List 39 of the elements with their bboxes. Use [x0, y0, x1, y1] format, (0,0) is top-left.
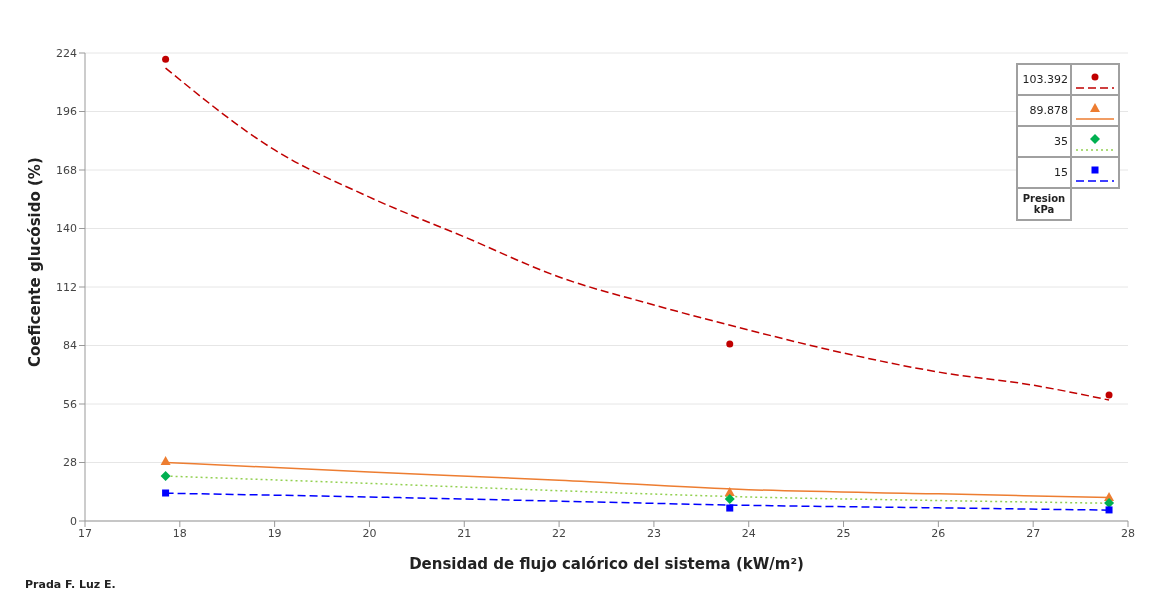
legend-label: 15 — [1017, 157, 1071, 188]
legend-label: 103.392 — [1017, 64, 1071, 95]
y-tick-label: 168 — [56, 163, 77, 177]
y-tick-label: 28 — [63, 456, 77, 470]
x-tick-label: 27 — [1026, 526, 1041, 540]
x-tick-label: 24 — [741, 526, 756, 540]
y-tick-label: 56 — [63, 397, 77, 411]
point — [160, 456, 171, 466]
legend-label: 35 — [1017, 126, 1071, 157]
legend-label: 89.878 — [1017, 95, 1071, 126]
x-tick-label: 26 — [931, 526, 946, 540]
y-axis-title: Coeficente glucósido (%) — [26, 157, 45, 367]
y-tick-label: 140 — [56, 222, 77, 236]
y-tick-label: 224 — [56, 46, 77, 60]
y-tick-label: 0 — [70, 514, 77, 528]
x-tick-label: 17 — [78, 526, 92, 540]
point — [1105, 391, 1113, 399]
x-tick-label: 21 — [457, 526, 472, 540]
point — [1105, 506, 1113, 514]
x-axis-title: Densidad de flujo calórico del sistema (kW/m²) — [409, 555, 804, 573]
point — [162, 55, 170, 63]
point — [726, 340, 734, 348]
text: Prada F. Luz E. — [25, 578, 116, 591]
point — [162, 489, 170, 497]
legend-title: Presion kPa — [1017, 188, 1071, 220]
x-tick-label: 19 — [267, 526, 282, 540]
x-tick-label: 25 — [836, 526, 851, 540]
x-tick-label: 23 — [646, 526, 661, 540]
y-tick-label: 84 — [63, 339, 77, 353]
point — [726, 504, 734, 512]
x-tick-label: 20 — [362, 526, 377, 540]
point — [160, 471, 171, 482]
point — [724, 486, 735, 496]
y-tick-label: 196 — [56, 105, 77, 119]
x-tick-label: 28 — [1121, 526, 1135, 540]
x-tick-label: 18 — [172, 526, 187, 540]
x-tick-label: 22 — [552, 526, 567, 540]
y-tick-label: 112 — [56, 280, 77, 294]
point — [724, 494, 735, 505]
